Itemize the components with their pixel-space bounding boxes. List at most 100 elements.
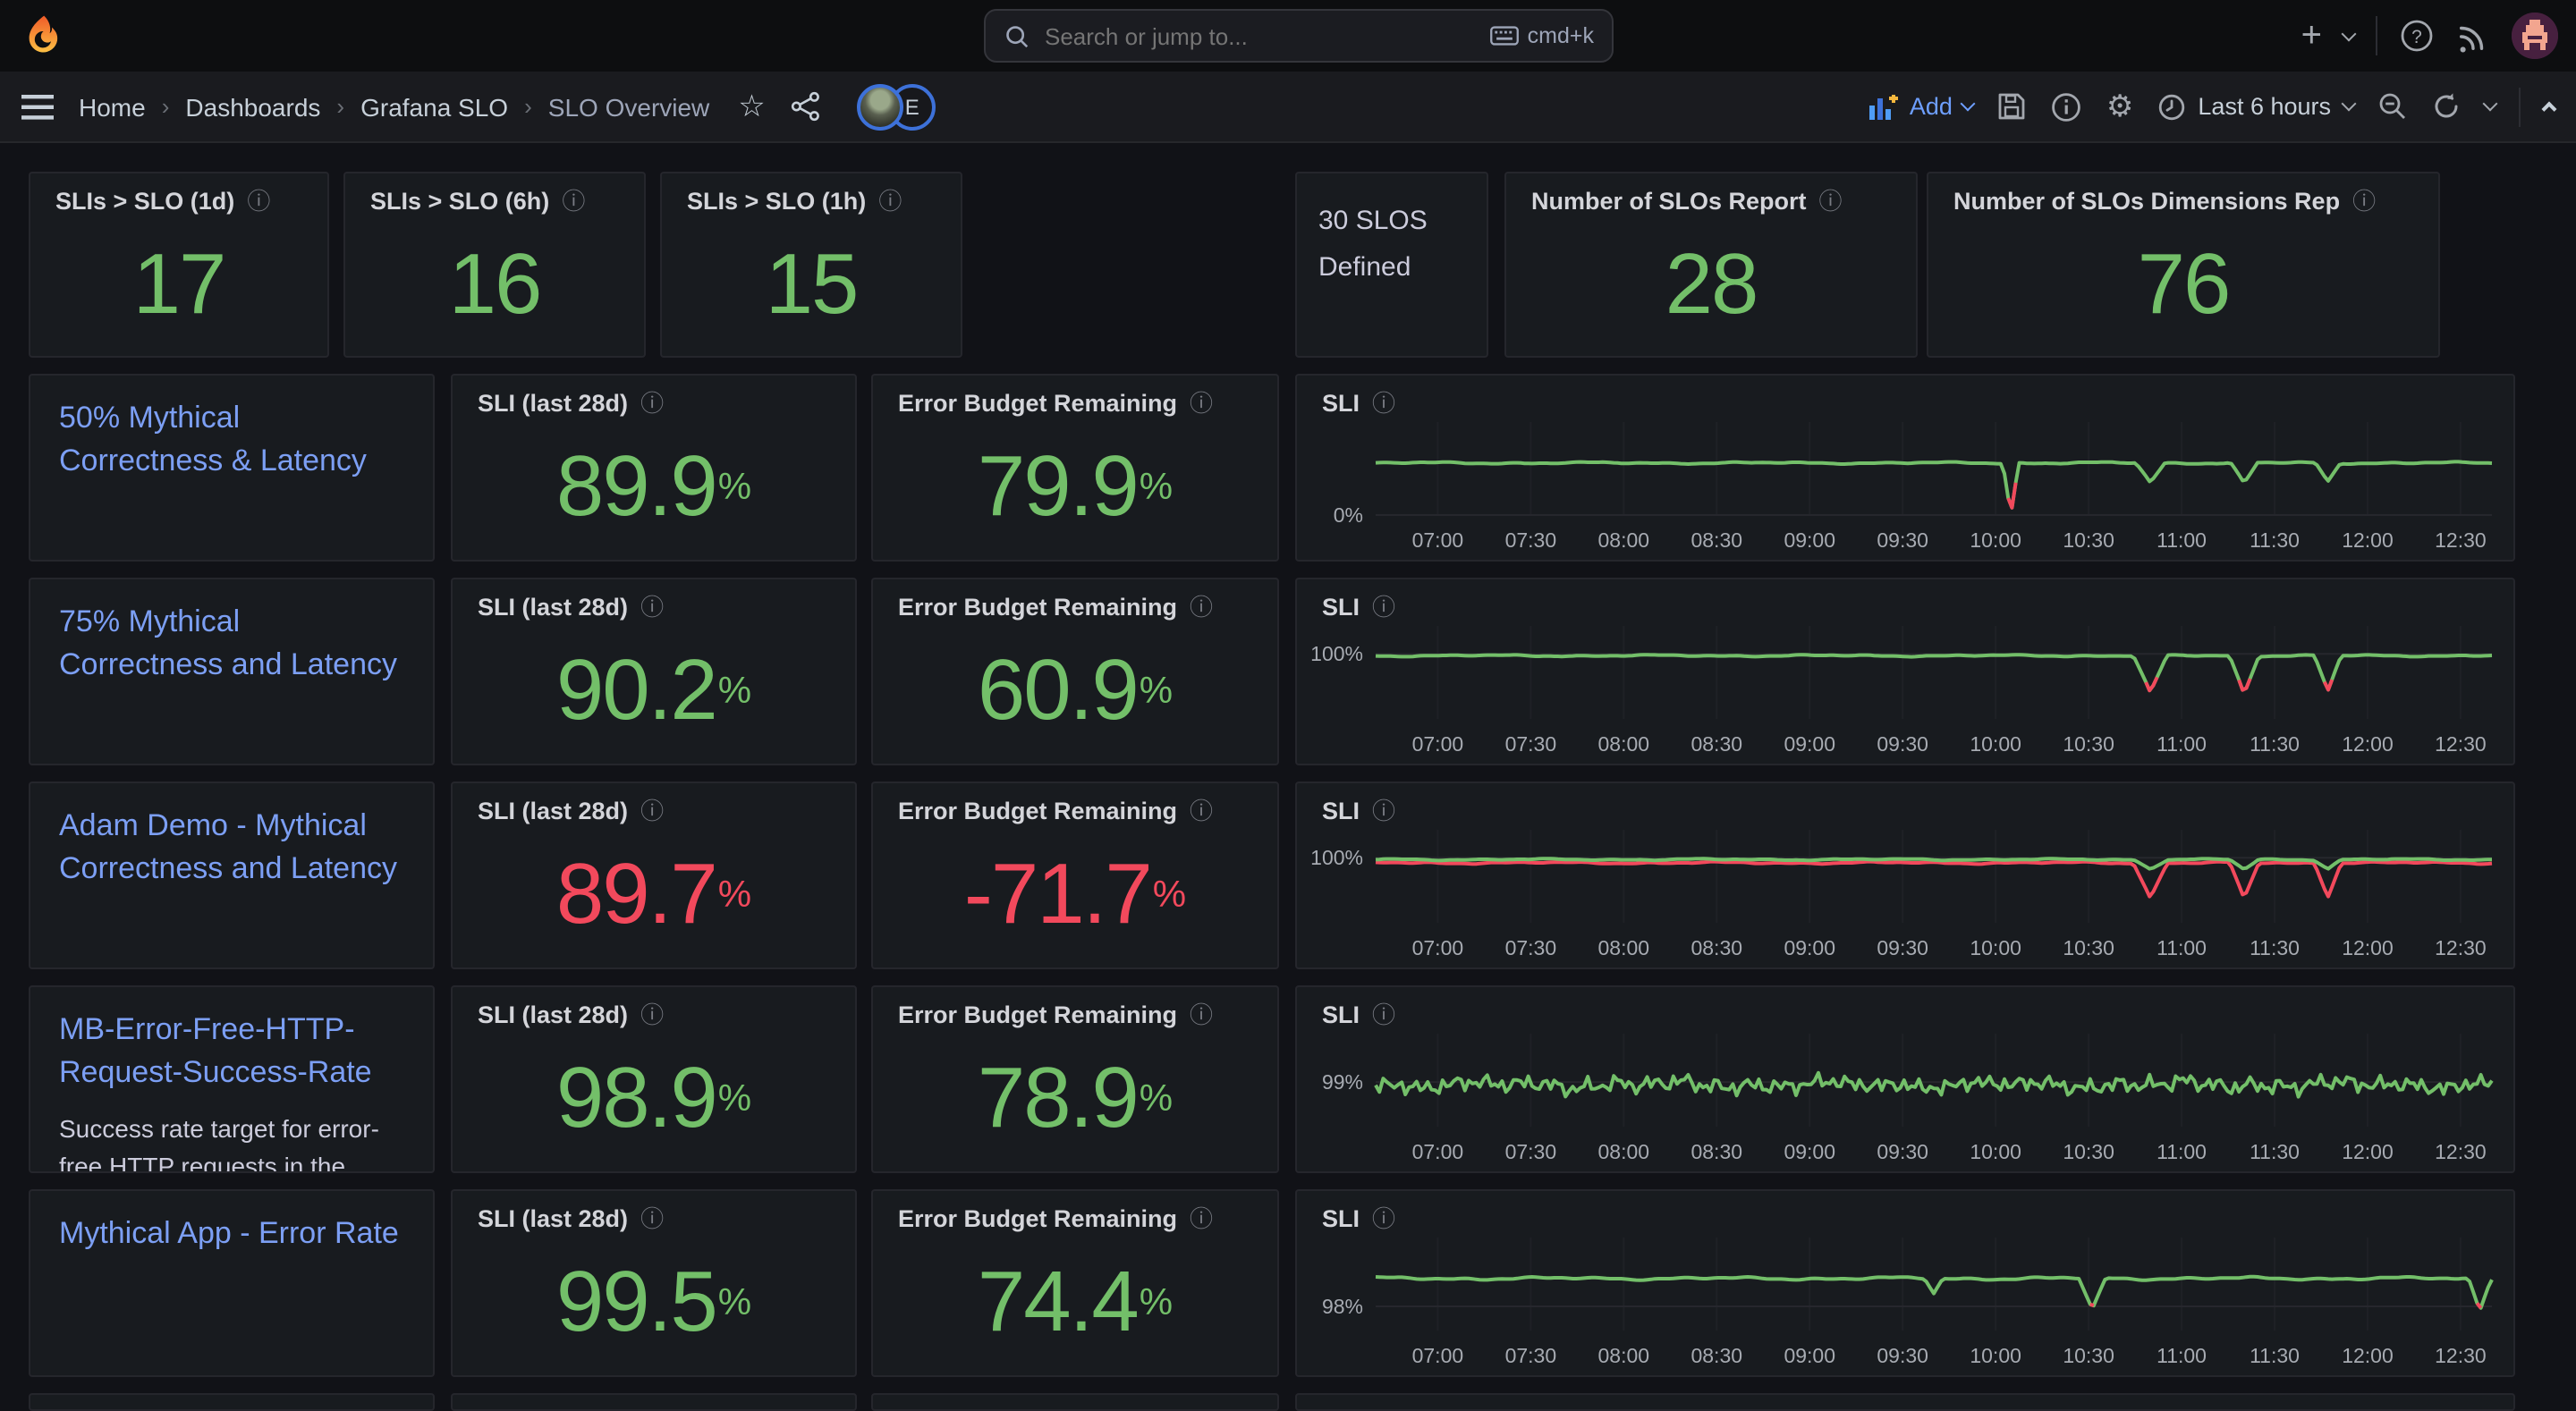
slo-row: Mythical App - Error Rate SLI (last 28d)… xyxy=(0,1189,2576,1377)
panel-title: SLI xyxy=(1322,1001,1360,1028)
text-panel: 30 SLOS Defined xyxy=(1295,172,1488,358)
slo-title-panel: 75% Mythical Correctness and Latency xyxy=(29,578,435,765)
dashboard-settings-gear-icon[interactable]: ⚙ xyxy=(2106,89,2134,123)
stat-value: 28 xyxy=(1665,237,1759,332)
slo-link[interactable]: 75% Mythical Correctness and Latency xyxy=(59,604,397,682)
svg-text:12:00: 12:00 xyxy=(2342,1344,2394,1367)
search-icon xyxy=(1006,25,1029,47)
stat-panel: Number of SLOs Report ⓘ 28 xyxy=(1504,172,1918,358)
dashboard-collaborators[interactable]: E xyxy=(856,81,936,131)
error-budget-value: 78.9 xyxy=(977,1052,1140,1146)
refresh-icon[interactable] xyxy=(2431,91,2462,122)
svg-text:08:00: 08:00 xyxy=(1598,1344,1650,1367)
breadcrumb-home[interactable]: Home xyxy=(79,92,146,121)
sli-chart-panel: 100% 07:00 07:30 08:00 08:30 09:00 09:30 10:00 1… xyxy=(1295,782,2515,969)
panel-title: SLI (last 28d) xyxy=(478,798,629,824)
svg-text:08:30: 08:30 xyxy=(1690,1140,1742,1163)
svg-text:08:30: 08:30 xyxy=(1690,732,1742,756)
sli-time-series[interactable]: 100% 07:00 07:30 08:00 08:30 09:00 09:30 10:00 1… xyxy=(1297,579,2513,765)
svg-text:07:00: 07:00 xyxy=(1412,936,1464,959)
panel-info-icon[interactable]: ⓘ xyxy=(640,798,665,824)
svg-text:09:00: 09:00 xyxy=(1784,1344,1835,1367)
time-range-label: Last 6 hours xyxy=(2198,93,2331,120)
sli-time-series[interactable]: 0% 07:00 07:30 08:00 08:30 09:00 09:30 10:00 10:… xyxy=(1297,376,2513,562)
slo-link[interactable]: MB-Error-Free-HTTP-Request-Success-Rate xyxy=(59,1012,372,1090)
breadcrumb-dashboards[interactable]: Dashboards xyxy=(185,92,321,121)
dashboard-insights-icon[interactable] xyxy=(2051,90,2083,123)
panel-info-icon[interactable]: ⓘ xyxy=(1372,390,1396,417)
svg-text:07:00: 07:00 xyxy=(1412,528,1464,552)
sli-stat-panel: SLI (last 28d) ⓘ 89.9% xyxy=(451,374,857,562)
error-budget-value: -71.7 xyxy=(963,848,1153,942)
search-input[interactable] xyxy=(1045,22,1490,49)
sli-time-series[interactable]: 98% 07:00 07:30 08:00 08:30 09:00 09:30 10:00 10… xyxy=(1297,1191,2513,1377)
panel-info-icon[interactable]: ⓘ xyxy=(247,188,271,215)
share-icon[interactable] xyxy=(791,91,821,122)
panel-info-icon[interactable]: ⓘ xyxy=(640,390,665,417)
help-icon[interactable]: ? xyxy=(2399,18,2435,54)
slo-row: 50% Mythical Correctness & Latency SLI (… xyxy=(0,374,2576,562)
panel-info-icon[interactable]: ⓘ xyxy=(640,594,665,621)
stat-value: 76 xyxy=(2137,237,2232,332)
time-range-picker[interactable]: Last 6 hours xyxy=(2157,92,2357,121)
svg-text:08:00: 08:00 xyxy=(1598,936,1650,959)
zoom-out-icon[interactable] xyxy=(2377,91,2408,122)
error-budget-panel: Error Budget Remaining ⓘ 78.9% xyxy=(871,985,1279,1173)
sli-time-series[interactable]: 99% 07:00 07:30 08:00 08:30 09:00 09:30 10:00 10… xyxy=(1297,987,2513,1173)
svg-text:12:00: 12:00 xyxy=(2342,732,2394,756)
svg-text:09:30: 09:30 xyxy=(1877,1344,1928,1367)
panel-info-icon[interactable]: ⓘ xyxy=(2352,188,2377,215)
panel-info-icon[interactable]: ⓘ xyxy=(1190,1205,1214,1232)
kiosk-collapse-icon[interactable] xyxy=(2541,101,2557,117)
error-budget-unit: % xyxy=(1152,874,1187,915)
error-budget-value: 60.9 xyxy=(977,644,1140,739)
clock-icon xyxy=(2158,93,2184,120)
next-row-panel-edge xyxy=(29,1393,435,1411)
new-chevron-down-icon[interactable] xyxy=(2341,25,2357,41)
svg-text:07:30: 07:30 xyxy=(1505,1140,1557,1163)
panel-info-icon[interactable]: ⓘ xyxy=(1372,1205,1396,1232)
breadcrumb-separator: › xyxy=(524,93,532,120)
panel-info-icon[interactable]: ⓘ xyxy=(1372,594,1396,621)
breadcrumb-grafana-slo[interactable]: Grafana SLO xyxy=(360,92,509,121)
sli-unit: % xyxy=(717,874,752,915)
slo-link[interactable]: Mythical App - Error Rate xyxy=(59,1216,399,1250)
time-range-chevron-icon xyxy=(2341,96,2357,112)
panel-info-icon[interactable]: ⓘ xyxy=(640,1001,665,1028)
favorite-star-icon[interactable]: ☆ xyxy=(738,89,766,123)
sli-time-series[interactable]: 100% 07:00 07:30 08:00 08:30 09:00 09:30 10:00 1… xyxy=(1297,783,2513,969)
panel-info-icon[interactable]: ⓘ xyxy=(1190,798,1214,824)
news-rss-icon[interactable] xyxy=(2456,19,2490,53)
panel-info-icon[interactable]: ⓘ xyxy=(1372,1001,1396,1028)
svg-text:09:00: 09:00 xyxy=(1784,732,1835,756)
new-button[interactable]: + xyxy=(2301,15,2322,55)
panel-info-icon[interactable]: ⓘ xyxy=(1190,594,1214,621)
stat-panel: SLIs > SLO (6h) ⓘ 16 xyxy=(343,172,646,358)
svg-text:07:30: 07:30 xyxy=(1505,732,1557,756)
save-icon[interactable] xyxy=(1997,91,2028,122)
panel-info-icon[interactable]: ⓘ xyxy=(1190,1001,1214,1028)
refresh-interval-chevron-icon[interactable] xyxy=(2482,96,2498,112)
slo-link[interactable]: 50% Mythical Correctness & Latency xyxy=(59,401,367,478)
svg-text:11:00: 11:00 xyxy=(2157,528,2207,552)
panel-info-icon[interactable]: ⓘ xyxy=(640,1205,665,1232)
svg-text:100%: 100% xyxy=(1310,642,1363,665)
next-row-panel-edge xyxy=(1295,1393,2515,1411)
svg-text:07:30: 07:30 xyxy=(1505,528,1557,552)
svg-text:10:30: 10:30 xyxy=(2063,528,2114,552)
global-search[interactable]: cmd+k xyxy=(984,9,1614,63)
panel-info-icon[interactable]: ⓘ xyxy=(1818,188,1843,215)
svg-text:0%: 0% xyxy=(1334,503,1363,527)
add-panel-button[interactable]: Add xyxy=(1869,93,1977,120)
menu-icon[interactable] xyxy=(21,94,54,119)
user-avatar[interactable] xyxy=(2512,13,2558,59)
panel-info-icon[interactable]: ⓘ xyxy=(878,188,902,215)
add-label: Add xyxy=(1909,93,1953,120)
grafana-logo[interactable] xyxy=(21,14,64,57)
panel-info-icon[interactable]: ⓘ xyxy=(562,188,586,215)
panel-info-icon[interactable]: ⓘ xyxy=(1372,798,1396,824)
svg-text:99%: 99% xyxy=(1322,1070,1363,1094)
slo-link[interactable]: Adam Demo - Mythical Correctness and Lat… xyxy=(59,808,397,886)
panel-info-icon[interactable]: ⓘ xyxy=(1190,390,1214,417)
collaborator-avatar[interactable] xyxy=(856,83,903,130)
